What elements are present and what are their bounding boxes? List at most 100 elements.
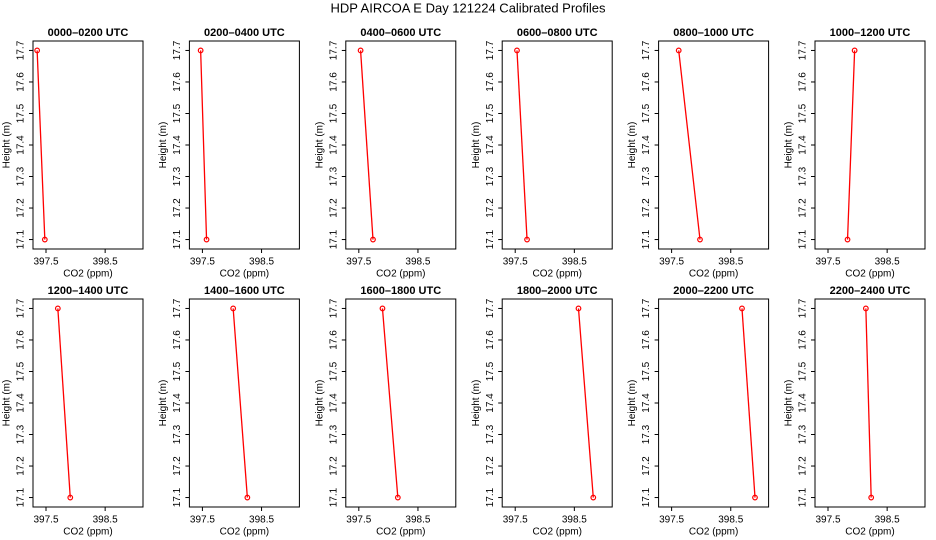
y-tick-label: 17.2 bbox=[485, 456, 496, 476]
y-tick-label: 17.4 bbox=[798, 393, 809, 413]
y-tick-label: 17.3 bbox=[641, 424, 652, 444]
plot-frame bbox=[658, 40, 770, 250]
y-tick-label: 17.2 bbox=[328, 456, 339, 476]
y-tick-label: 17.7 bbox=[485, 40, 496, 60]
y-tick-label: 17.3 bbox=[798, 424, 809, 444]
y-tick-label: 17.5 bbox=[16, 103, 27, 123]
panel: 0600–0800 UTC CO2 (ppm) Height (m) 397.5 398… bbox=[471, 27, 613, 280]
y-axis-label: Height (m) bbox=[784, 380, 795, 427]
y-tick-label: 17.1 bbox=[16, 229, 27, 249]
y-tick-label: 17.4 bbox=[798, 135, 809, 155]
x-tick-label: 398.5 bbox=[562, 257, 587, 268]
profile-point bbox=[868, 494, 875, 501]
y-tick-label: 17.3 bbox=[641, 166, 652, 186]
y-tick-label: 17.2 bbox=[798, 198, 809, 218]
profile-line bbox=[516, 50, 528, 240]
profile-line bbox=[741, 308, 756, 498]
y-tick-label: 17.6 bbox=[328, 330, 339, 350]
x-tick-label: 398.5 bbox=[875, 257, 900, 268]
panel-title: 1600–1800 UTC bbox=[360, 285, 441, 297]
profile-point bbox=[394, 494, 401, 501]
profile-point bbox=[844, 236, 851, 243]
y-tick-label: 17.7 bbox=[641, 298, 652, 318]
y-tick-label: 17.5 bbox=[328, 103, 339, 123]
y-tick-label: 17.3 bbox=[328, 424, 339, 444]
y-tick-label: 17.7 bbox=[328, 40, 339, 60]
y-tick-label: 17.7 bbox=[16, 298, 27, 318]
y-tick-label: 17.3 bbox=[16, 424, 27, 444]
panel: 2000–2200 UTC CO2 (ppm) Height (m) 397.5 398… bbox=[627, 285, 770, 538]
y-tick-label: 17.4 bbox=[641, 393, 652, 413]
y-tick-label: 17.3 bbox=[16, 166, 27, 186]
plot-frame bbox=[32, 298, 144, 508]
profile-line bbox=[678, 50, 701, 240]
y-tick-label: 17.4 bbox=[485, 393, 496, 413]
profile-point bbox=[590, 494, 597, 501]
y-tick-label: 17.1 bbox=[798, 487, 809, 507]
y-tick-label: 17.4 bbox=[172, 393, 183, 413]
y-tick-label: 17.7 bbox=[798, 298, 809, 318]
y-tick-label: 17.5 bbox=[172, 103, 183, 123]
y-tick-label: 17.4 bbox=[172, 135, 183, 155]
x-tick-label: 398.5 bbox=[405, 257, 430, 268]
y-axis-label: Height (m) bbox=[314, 122, 325, 169]
profile-point bbox=[54, 305, 61, 312]
y-tick-label: 17.2 bbox=[16, 456, 27, 476]
y-axis-label: Height (m) bbox=[2, 122, 13, 169]
x-tick-label: 398.5 bbox=[249, 257, 274, 268]
y-tick-label: 17.3 bbox=[328, 166, 339, 186]
plot-frame bbox=[188, 298, 300, 508]
page-title: HDP AIRCOA E Day 121224 Calibrated Profi… bbox=[330, 0, 606, 15]
y-tick-label: 17.5 bbox=[172, 361, 183, 381]
x-tick-label: 398.5 bbox=[875, 515, 900, 526]
y-tick-label: 17.5 bbox=[328, 361, 339, 381]
profile-point bbox=[41, 236, 48, 243]
y-tick-label: 17.6 bbox=[172, 72, 183, 92]
panel-title: 0800–1000 UTC bbox=[673, 27, 754, 39]
profile-line bbox=[846, 50, 856, 240]
profile-line bbox=[359, 50, 374, 240]
profile-line bbox=[865, 308, 872, 498]
y-tick-label: 17.4 bbox=[641, 135, 652, 155]
y-tick-label: 17.5 bbox=[16, 361, 27, 381]
y-tick-label: 17.1 bbox=[16, 487, 27, 507]
x-axis-label: CO2 (ppm) bbox=[376, 527, 425, 538]
y-tick-label: 17.6 bbox=[485, 72, 496, 92]
panel-title: 0600–0800 UTC bbox=[517, 27, 598, 39]
y-tick-label: 17.7 bbox=[16, 40, 27, 60]
y-axis-label: Height (m) bbox=[471, 122, 482, 169]
profile-point bbox=[575, 305, 582, 312]
y-tick-label: 17.2 bbox=[16, 198, 27, 218]
y-tick-label: 17.6 bbox=[798, 72, 809, 92]
y-tick-label: 17.3 bbox=[798, 166, 809, 186]
panel: 0400–0600 UTC CO2 (ppm) Height (m) 397.5 398… bbox=[314, 27, 457, 280]
y-axis-label: Height (m) bbox=[158, 380, 169, 427]
plot-frame bbox=[658, 298, 770, 508]
y-tick-label: 17.1 bbox=[172, 487, 183, 507]
profile-line bbox=[199, 50, 208, 240]
y-tick-label: 17.7 bbox=[798, 40, 809, 60]
y-tick-label: 17.1 bbox=[798, 229, 809, 249]
y-tick-label: 17.2 bbox=[641, 198, 652, 218]
x-tick-label: 397.5 bbox=[346, 515, 371, 526]
profile-point bbox=[203, 236, 210, 243]
x-axis-label: CO2 (ppm) bbox=[63, 527, 112, 538]
x-tick-label: 398.5 bbox=[405, 515, 430, 526]
y-tick-label: 17.6 bbox=[328, 72, 339, 92]
y-axis-label: Height (m) bbox=[471, 380, 482, 427]
y-axis-label: Height (m) bbox=[627, 122, 638, 169]
y-tick-label: 17.2 bbox=[485, 198, 496, 218]
x-tick-label: 397.5 bbox=[190, 515, 215, 526]
plot-frame bbox=[32, 40, 144, 250]
profile-point bbox=[514, 47, 520, 54]
y-tick-label: 17.7 bbox=[641, 40, 652, 60]
panel-title: 0200–0400 UTC bbox=[204, 27, 285, 39]
y-tick-label: 17.6 bbox=[641, 330, 652, 350]
panel-title: 1200–1400 UTC bbox=[48, 285, 129, 297]
y-tick-label: 17.7 bbox=[485, 298, 496, 318]
panel-title: 1400–1600 UTC bbox=[204, 285, 285, 297]
panel: 0200–0400 UTC CO2 (ppm) Height (m) 397.5 398… bbox=[158, 27, 300, 280]
y-tick-label: 17.3 bbox=[485, 424, 496, 444]
y-tick-label: 17.1 bbox=[485, 229, 496, 249]
